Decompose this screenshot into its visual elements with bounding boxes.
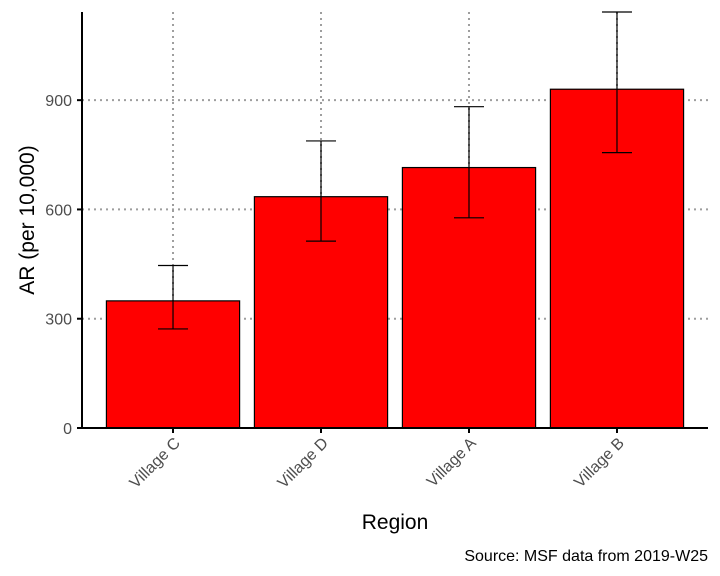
y-tick-label: 0 [63, 421, 72, 438]
y-axis-ticks: 0 300 600 900 [45, 93, 82, 438]
x-tick-label: Village D [275, 435, 332, 492]
x-axis-title: Region [362, 511, 429, 534]
x-axis-ticks: Village C Village D Village A Village B [127, 428, 628, 492]
error-bar [306, 140, 337, 242]
x-tick-label: Village A [424, 435, 480, 491]
y-tick-label: 900 [45, 93, 72, 110]
grid-layer [82, 12, 708, 428]
y-tick-label: 300 [45, 312, 72, 329]
error-bar [453, 106, 484, 219]
bars-layer [105, 88, 685, 429]
x-tick-label: Village C [127, 435, 184, 492]
chart-caption: Source: MSF data from 2019-W25 [464, 548, 708, 565]
y-tick-label: 600 [45, 202, 72, 219]
error-bars-layer [158, 11, 632, 330]
error-bar [158, 264, 189, 330]
y-axis-title: AR (per 10,000) [16, 145, 39, 294]
error-bar [601, 11, 632, 154]
x-tick-label: Village B [571, 435, 627, 491]
